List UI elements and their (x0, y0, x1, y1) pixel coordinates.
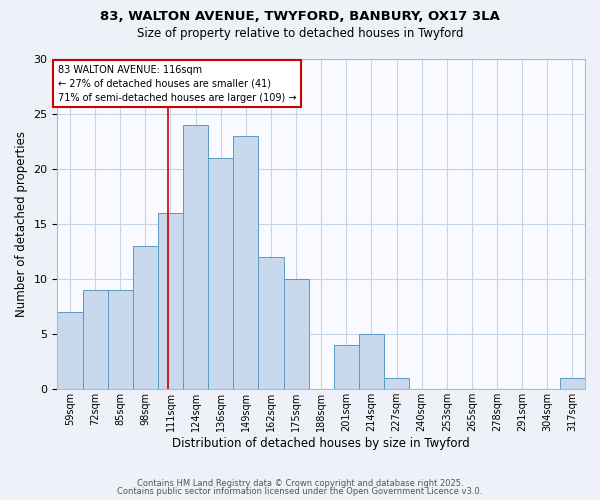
Text: Contains public sector information licensed under the Open Government Licence v3: Contains public sector information licen… (118, 487, 482, 496)
Bar (83, 290, 107, 389)
Y-axis label: Number of detached properties: Number of detached properties (15, 131, 28, 317)
Bar (334, 345, 359, 389)
Bar (208, 158, 233, 389)
Text: 83, WALTON AVENUE, TWYFORD, BANBURY, OX17 3LA: 83, WALTON AVENUE, TWYFORD, BANBURY, OX1… (100, 10, 500, 23)
Text: Contains HM Land Registry data © Crown copyright and database right 2025.: Contains HM Land Registry data © Crown c… (137, 478, 463, 488)
Bar (133, 246, 158, 389)
Bar (107, 290, 133, 389)
Text: Size of property relative to detached houses in Twyford: Size of property relative to detached ho… (137, 28, 463, 40)
Bar (233, 136, 259, 389)
Bar (158, 213, 183, 389)
Bar (384, 378, 409, 389)
Bar (259, 257, 284, 389)
X-axis label: Distribution of detached houses by size in Twyford: Distribution of detached houses by size … (172, 437, 470, 450)
Text: 83 WALTON AVENUE: 116sqm
← 27% of detached houses are smaller (41)
71% of semi-d: 83 WALTON AVENUE: 116sqm ← 27% of detach… (58, 64, 296, 102)
Bar (58, 312, 83, 389)
Bar (284, 279, 308, 389)
Bar (183, 125, 208, 389)
Bar (560, 378, 585, 389)
Bar (359, 334, 384, 389)
